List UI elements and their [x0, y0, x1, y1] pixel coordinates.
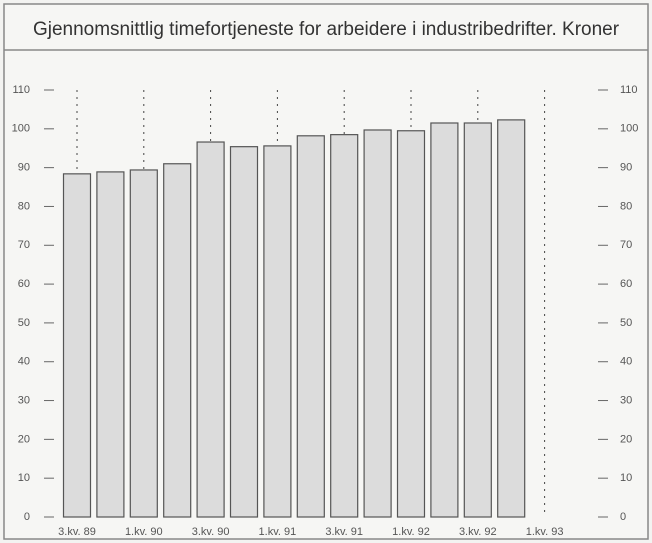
bar: [196, 141, 225, 518]
y2-tick-label: 100: [620, 123, 638, 135]
x-tick-label: 1.kv. 92: [392, 526, 430, 538]
chart-title: Gjennomsnittlig timefortjeneste for arbe…: [33, 19, 620, 40]
y-tick-label: 10: [18, 472, 30, 484]
y-tick-label: 20: [18, 433, 30, 445]
bar: [396, 130, 426, 518]
y2-tick-label: 0: [620, 511, 626, 523]
bar: [497, 119, 526, 518]
x-tick-label: 3.kv. 91: [325, 526, 363, 538]
x-tick-label: 1.kv. 90: [125, 526, 163, 538]
y2-tick-label: 30: [620, 394, 632, 406]
bar: [363, 129, 392, 518]
y2-tick-label: 60: [620, 278, 632, 290]
y2-tick-label: 50: [620, 317, 632, 329]
x-tick-label: 1.kv. 91: [259, 526, 297, 538]
y-tick-label: 110: [12, 84, 30, 96]
y-tick-label: 40: [18, 356, 30, 368]
y2-tick-label: 70: [620, 239, 632, 251]
y-tick-label: 90: [18, 162, 30, 174]
y-tick-label: 100: [12, 123, 30, 135]
y-tick-label: 80: [18, 200, 30, 212]
y2-tick-label: 80: [620, 200, 632, 212]
x-tick-label: 3.kv. 92: [459, 526, 497, 538]
bar: [430, 122, 459, 518]
bar: [62, 173, 92, 518]
x-tick-label: 3.kv. 90: [192, 526, 230, 538]
y2-tick-label: 10: [620, 472, 632, 484]
x-tick-label: 3.kv. 89: [58, 526, 96, 538]
bar: [296, 135, 325, 518]
y-tick-label: 50: [18, 317, 30, 329]
bar: [163, 163, 192, 518]
x-tick-label: 1.kv. 93: [526, 526, 564, 538]
y-tick-label: 0: [24, 511, 30, 523]
y2-tick-label: 40: [620, 356, 632, 368]
bar: [229, 146, 259, 518]
y-tick-label: 70: [18, 239, 30, 251]
y2-tick-label: 110: [620, 84, 638, 96]
bar: [263, 145, 292, 518]
bar: [463, 122, 492, 518]
bar: [96, 171, 125, 518]
bar: [330, 134, 359, 518]
y-tick-label: 30: [18, 394, 30, 406]
y2-tick-label: 20: [620, 433, 632, 445]
bar: [129, 169, 158, 518]
y2-tick-label: 90: [620, 162, 632, 174]
y-tick-label: 60: [18, 278, 30, 290]
